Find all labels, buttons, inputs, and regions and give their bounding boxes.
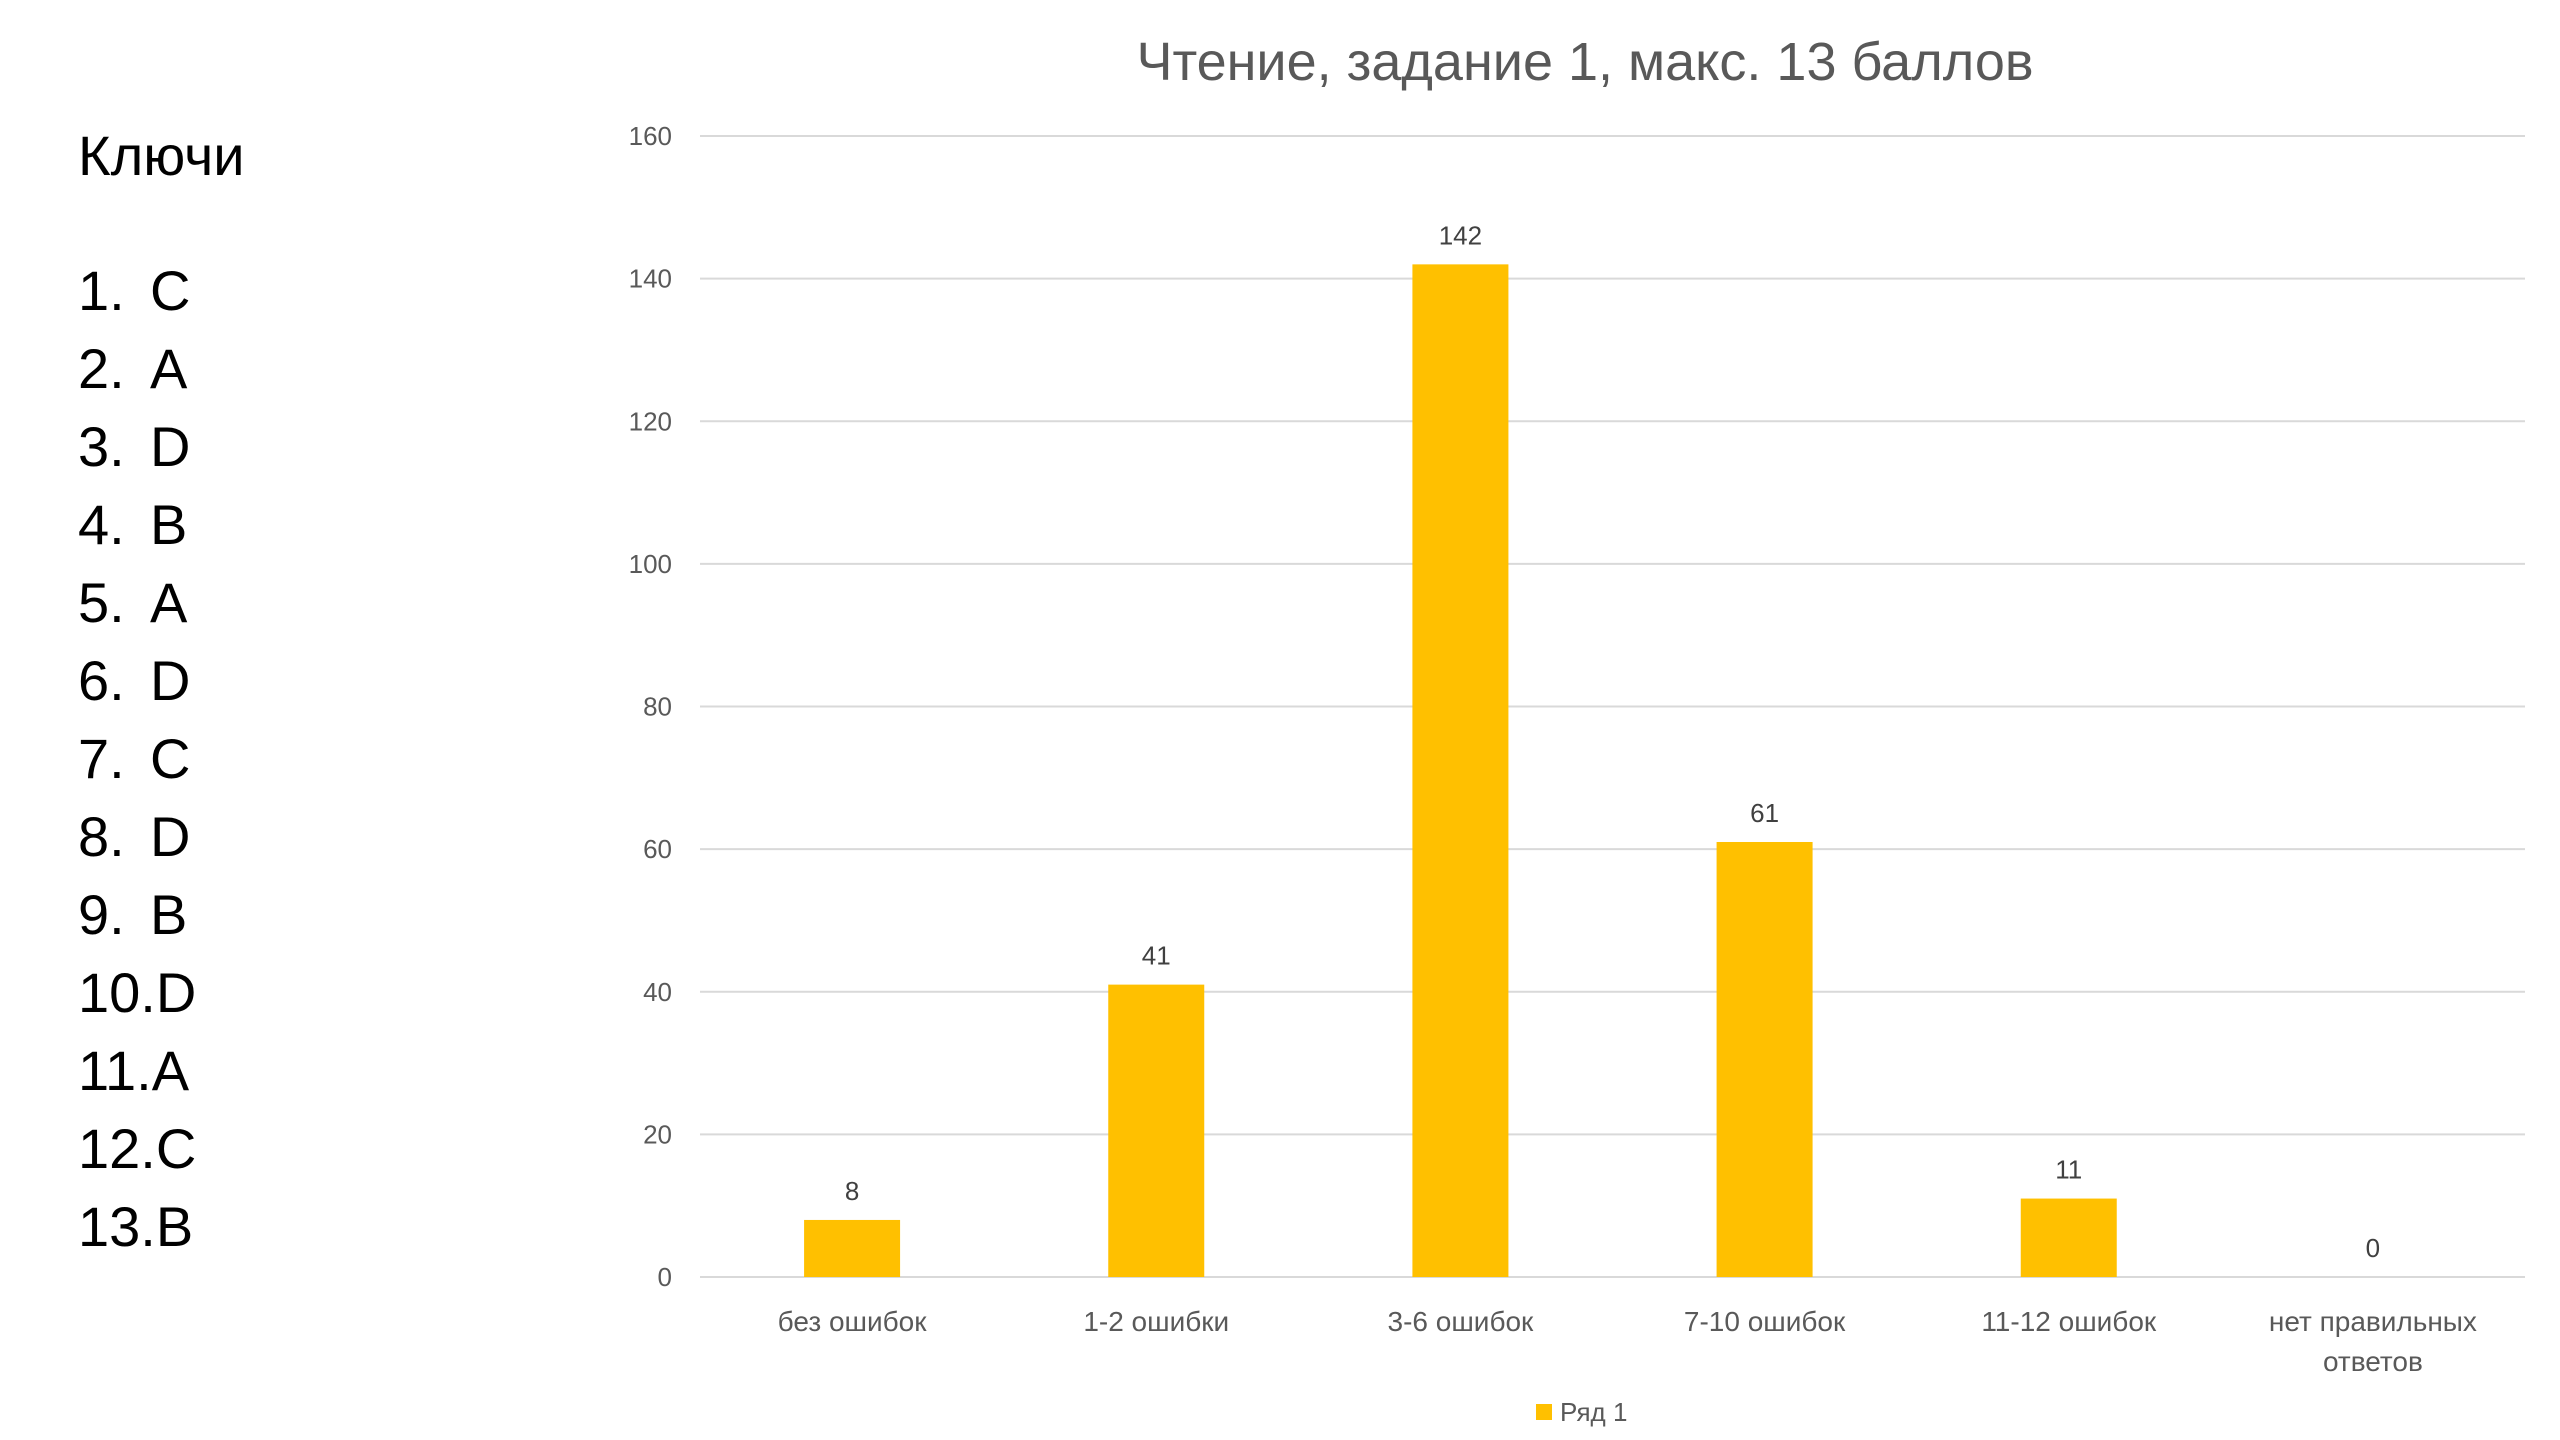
key-number: 11.: [78, 1039, 152, 1102]
keys-list: 1. C 2. A 3. D 4. B 5. A 6. D 7. C 8. D 9. B 10. D 11. A 12. C 1…: [78, 252, 245, 1266]
key-item: 1. C: [78, 252, 245, 330]
x-category-label: 11-12 ошибок: [1981, 1306, 2157, 1337]
key-item: 13. B: [78, 1188, 245, 1266]
legend-swatch: [1536, 1404, 1552, 1420]
key-number: 5.: [78, 571, 125, 634]
keys-panel: Ключи 1. C 2. A 3. D 4. B 5. A 6. D 7. C 8. D 9. B 10. D 11.…: [78, 128, 245, 1266]
x-category-label: 3-6 ошибок: [1388, 1306, 1535, 1337]
key-number: 12.: [78, 1117, 156, 1180]
key-answer: D: [150, 805, 191, 868]
y-tick-label: 0: [658, 1262, 672, 1292]
y-tick-label: 80: [643, 692, 672, 722]
key-item: 10. D: [78, 954, 245, 1032]
key-number: 8.: [78, 805, 125, 868]
key-item: 5. A: [78, 564, 245, 642]
key-answer: D: [155, 961, 197, 1024]
key-answer: B: [150, 883, 188, 946]
x-category-label-line: 11-12 ошибок: [1981, 1306, 2157, 1337]
data-label: 11: [2055, 1155, 2082, 1185]
bar: [1108, 984, 1205, 1277]
bar: [1716, 841, 1813, 1277]
bar: [804, 1219, 901, 1277]
x-category-label: 1-2 ошибки: [1083, 1306, 1229, 1337]
key-number: 13.: [78, 1195, 156, 1258]
key-answer: A: [151, 1039, 190, 1102]
data-label: 0: [2366, 1233, 2380, 1263]
key-number: 9.: [78, 883, 125, 946]
bar: [2020, 1198, 2117, 1277]
y-tick-label: 40: [643, 977, 672, 1007]
x-category-label-line: ответов: [2323, 1346, 2423, 1377]
x-category-label-line: 1-2 ошибки: [1083, 1306, 1229, 1337]
key-number: 2.: [78, 337, 125, 400]
key-item: 6. D: [78, 642, 245, 720]
y-tick-label: 140: [629, 264, 672, 294]
key-number: 7.: [78, 727, 125, 790]
key-answer: A: [150, 571, 188, 634]
y-tick-label: 100: [629, 549, 672, 579]
bar: [1412, 264, 1509, 1277]
bars: [804, 264, 2117, 1277]
key-item: 3. D: [78, 408, 245, 486]
key-number: 1.: [78, 259, 125, 322]
key-answer: B: [155, 1195, 194, 1258]
key-item: 9. B: [78, 876, 245, 954]
data-label: 41: [1142, 941, 1171, 971]
key-answer: D: [150, 649, 191, 712]
key-item: 8. D: [78, 798, 245, 876]
key-item: 2. A: [78, 330, 245, 408]
data-labels: 8 41 142 61 11 0: [845, 220, 2380, 1263]
y-tick-label: 160: [629, 121, 672, 151]
key-number: 3.: [78, 415, 125, 478]
key-answer: C: [150, 727, 191, 790]
y-tick-label: 20: [643, 1119, 672, 1149]
x-category-label: 7-10 ошибок: [1684, 1306, 1846, 1337]
keys-title: Ключи: [78, 124, 245, 187]
key-answer: A: [150, 337, 188, 400]
key-answer: D: [150, 415, 191, 478]
legend: Ряд 1: [1536, 1397, 1627, 1427]
data-label: 8: [845, 1176, 859, 1206]
x-category-label-line: 7-10 ошибок: [1684, 1306, 1846, 1337]
data-label: 61: [1750, 798, 1779, 828]
y-tick-label: 60: [643, 834, 672, 864]
key-item: 4. B: [78, 486, 245, 564]
x-category-label: нет правильных ответов: [2269, 1306, 2477, 1377]
data-label: 142: [1439, 220, 1482, 250]
key-item: 12. C: [78, 1110, 245, 1188]
x-category-label-line: 3-6 ошибок: [1388, 1306, 1535, 1337]
key-answer: C: [155, 1117, 197, 1180]
key-number: 6.: [78, 649, 125, 712]
key-number: 10.: [78, 961, 156, 1024]
key-item: 11. A: [78, 1032, 245, 1110]
key-item: 7. C: [78, 720, 245, 798]
x-category-label: без ошибок: [778, 1306, 928, 1337]
legend-label: Ряд 1: [1560, 1397, 1627, 1427]
chart-title: Чтение, задание 1, макс. 13 баллов: [1136, 32, 2033, 92]
key-answer: C: [150, 259, 191, 322]
x-category-label-line: без ошибок: [778, 1306, 928, 1337]
key-answer: B: [150, 493, 188, 556]
key-number: 4.: [78, 493, 125, 556]
gridlines: [700, 135, 2525, 1278]
y-tick-label: 120: [629, 406, 672, 436]
x-category-label-line: нет правильных: [2269, 1306, 2477, 1337]
